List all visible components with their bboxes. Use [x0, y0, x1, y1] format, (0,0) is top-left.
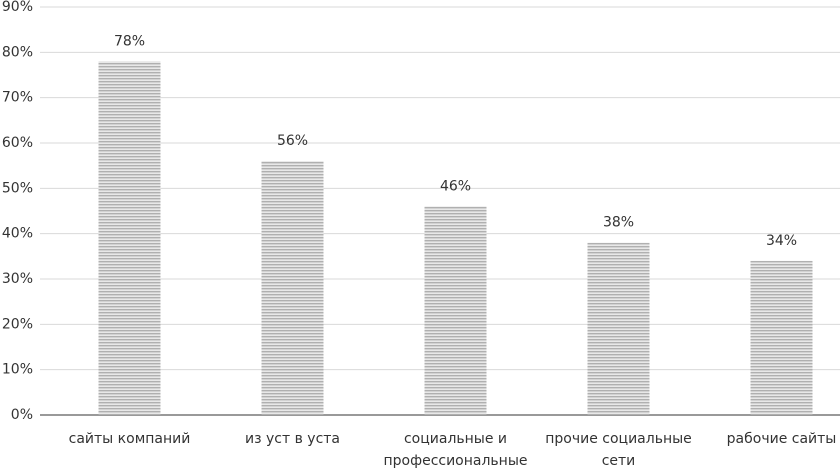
y-tick-label: 80%: [2, 44, 33, 60]
bar: [261, 161, 324, 415]
value-label: 78%: [114, 33, 145, 49]
y-tick-label: 70%: [2, 90, 33, 106]
bar: [587, 242, 650, 415]
bar: [424, 206, 487, 415]
x-tick-label: социальные и профессиональные: [383, 431, 528, 469]
x-tick-label: сайты компаний: [68, 431, 191, 447]
y-tick-label: 60%: [2, 135, 33, 151]
value-label: 46%: [440, 178, 471, 194]
y-tick-label: 20%: [2, 316, 33, 332]
y-tick-label: 50%: [2, 180, 33, 196]
x-tick-label: прочие социальные сети: [545, 431, 692, 469]
value-label: 56%: [277, 133, 308, 149]
y-tick-label: 40%: [2, 226, 33, 242]
x-tick-label: рабочие сайты: [726, 431, 837, 447]
y-tick-label: 10%: [2, 362, 33, 378]
value-label: 34%: [766, 233, 797, 249]
bar: [98, 61, 161, 416]
y-tick-label: 30%: [2, 271, 33, 287]
bar: [750, 260, 813, 415]
y-tick-label: 0%: [11, 407, 33, 423]
value-label: 38%: [603, 215, 634, 231]
y-tick-label: 90%: [2, 0, 33, 15]
x-tick-label: из уст в уста: [245, 431, 340, 447]
